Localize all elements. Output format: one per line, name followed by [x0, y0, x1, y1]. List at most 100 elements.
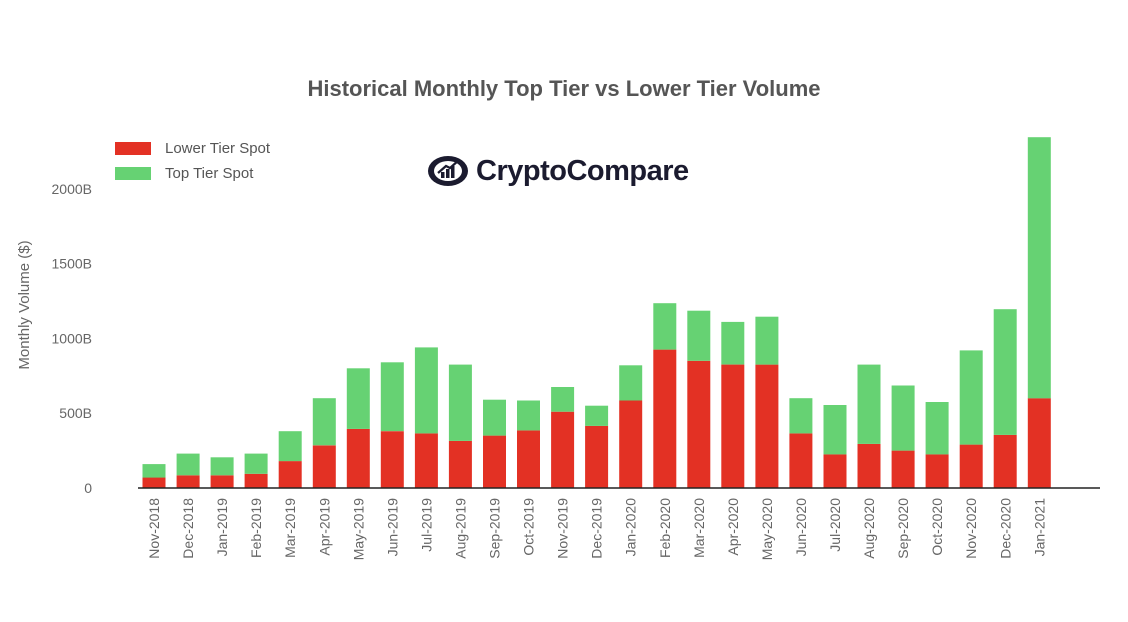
legend-swatch-lower-tier	[115, 142, 151, 155]
x-tick-label: Nov-2019	[555, 498, 571, 559]
x-tick-label: Nov-2020	[963, 498, 979, 559]
bar-lower-tier[interactable]	[585, 425, 609, 488]
bar-lower-tier[interactable]	[925, 454, 949, 488]
y-tick-label: 500B	[59, 405, 92, 421]
bar-lower-tier[interactable]	[448, 440, 472, 488]
bar-lower-tier[interactable]	[278, 461, 302, 488]
legend: Lower Tier Spot Top Tier Spot	[115, 136, 270, 186]
bar-top-tier[interactable]	[619, 365, 643, 401]
x-tick-label: Jul-2019	[418, 498, 434, 552]
y-tick-label: 2000B	[52, 181, 92, 197]
x-tick-label: Dec-2018	[180, 498, 196, 559]
bar-lower-tier[interactable]	[755, 364, 779, 488]
bar-top-tier[interactable]	[517, 400, 540, 431]
bar-lower-tier[interactable]	[993, 434, 1017, 488]
x-tick-label: Sep-2020	[895, 498, 911, 559]
bar-lower-tier[interactable]	[142, 477, 166, 489]
bars	[142, 137, 1051, 489]
bar-top-tier[interactable]	[687, 310, 711, 361]
y-axis: 0 500B 1000B 1500B 2000B	[52, 181, 93, 496]
bar-lower-tier[interactable]	[687, 360, 711, 488]
bar-lower-tier[interactable]	[210, 475, 234, 488]
bar-top-tier[interactable]	[789, 398, 813, 434]
bar-lower-tier[interactable]	[176, 475, 200, 488]
y-tick-label: 1500B	[52, 256, 92, 272]
x-tick-label: Aug-2020	[861, 498, 877, 559]
bar-lower-tier[interactable]	[1027, 398, 1051, 488]
x-tick-label: Feb-2019	[248, 498, 264, 558]
bar-lower-tier[interactable]	[551, 411, 575, 488]
bar-lower-tier[interactable]	[244, 473, 268, 488]
bar-top-tier[interactable]	[993, 309, 1017, 435]
bar-lower-tier[interactable]	[414, 433, 438, 488]
x-tick-label: Jun-2019	[384, 498, 400, 557]
legend-swatch-top-tier	[115, 167, 151, 180]
x-tick-label: Oct-2020	[929, 498, 945, 556]
legend-item-top-tier[interactable]: Top Tier Spot	[115, 161, 270, 186]
bar-top-tier[interactable]	[414, 347, 438, 434]
bar-top-tier[interactable]	[653, 303, 677, 350]
bar-lower-tier[interactable]	[721, 364, 745, 488]
x-tick-label: Nov-2018	[146, 498, 162, 559]
bar-lower-tier[interactable]	[789, 433, 813, 488]
x-tick-label: Jan-2020	[623, 498, 639, 557]
bar-top-tier[interactable]	[585, 405, 609, 426]
bar-top-tier[interactable]	[380, 362, 404, 432]
x-tick-label: Feb-2020	[657, 498, 673, 558]
x-tick-label: Dec-2020	[997, 498, 1013, 559]
x-tick-label: Aug-2019	[452, 498, 468, 559]
y-tick-label: 0	[84, 480, 92, 496]
bar-lower-tier[interactable]	[891, 450, 915, 488]
bar-lower-tier[interactable]	[346, 428, 370, 488]
bar-top-tier[interactable]	[755, 316, 779, 365]
cryptocompare-logo: CryptoCompare	[426, 153, 689, 189]
x-tick-label: Oct-2019	[521, 498, 537, 556]
bar-top-tier[interactable]	[857, 364, 881, 444]
x-tick-label: Jul-2020	[827, 498, 843, 552]
bar-lower-tier[interactable]	[619, 400, 643, 489]
x-tick-label: Dec-2019	[589, 498, 605, 559]
logo-text: CryptoCompare	[476, 154, 689, 187]
x-tick-label: May-2020	[759, 498, 775, 560]
x-tick-label: Mar-2020	[691, 498, 707, 558]
bar-lower-tier[interactable]	[517, 430, 540, 488]
legend-item-lower-tier[interactable]: Lower Tier Spot	[115, 136, 270, 161]
bar-top-tier[interactable]	[448, 364, 472, 441]
bar-lower-tier[interactable]	[483, 435, 506, 488]
x-tick-label: Jan-2019	[214, 498, 230, 557]
bar-top-tier[interactable]	[312, 398, 336, 446]
legend-label-lower-tier: Lower Tier Spot	[165, 140, 271, 157]
bar-top-tier[interactable]	[210, 457, 234, 476]
bar-top-tier[interactable]	[142, 464, 166, 478]
bar-lower-tier[interactable]	[312, 445, 336, 488]
bar-top-tier[interactable]	[278, 431, 302, 462]
x-tick-label: Mar-2019	[282, 498, 298, 558]
bar-lower-tier[interactable]	[857, 443, 881, 488]
y-axis-label: Monthly Volume ($)	[16, 240, 33, 369]
bar-top-tier[interactable]	[925, 402, 949, 455]
bar-lower-tier[interactable]	[823, 454, 847, 488]
bar-top-tier[interactable]	[1027, 137, 1051, 399]
x-tick-label: May-2019	[350, 498, 366, 560]
bar-top-tier[interactable]	[891, 385, 915, 451]
x-axis: Nov-2018 Dec-2018 Jan-2019 Feb-2019 Mar-2019…	[146, 498, 1047, 560]
bar-top-tier[interactable]	[823, 405, 847, 455]
bar-top-tier[interactable]	[244, 453, 268, 474]
bar-top-tier[interactable]	[551, 387, 575, 412]
bar-top-tier[interactable]	[959, 350, 983, 445]
bar-lower-tier[interactable]	[653, 349, 677, 488]
chart-title: Historical Monthly Top Tier vs Lower Tie…	[307, 76, 821, 101]
y-tick-label: 1000B	[52, 330, 92, 346]
x-tick-label: Sep-2019	[487, 498, 503, 559]
bar-lower-tier[interactable]	[380, 431, 404, 488]
x-tick-label: Jan-2021	[1031, 498, 1047, 557]
cryptocompare-logo-icon	[428, 156, 468, 186]
bar-top-tier[interactable]	[721, 321, 745, 365]
bar-top-tier[interactable]	[483, 399, 506, 436]
bar-lower-tier[interactable]	[959, 444, 983, 488]
bar-top-tier[interactable]	[346, 368, 370, 429]
bar-top-tier[interactable]	[176, 453, 200, 476]
x-tick-label: Jun-2020	[793, 498, 809, 557]
legend-label-top-tier: Top Tier Spot	[165, 165, 254, 182]
